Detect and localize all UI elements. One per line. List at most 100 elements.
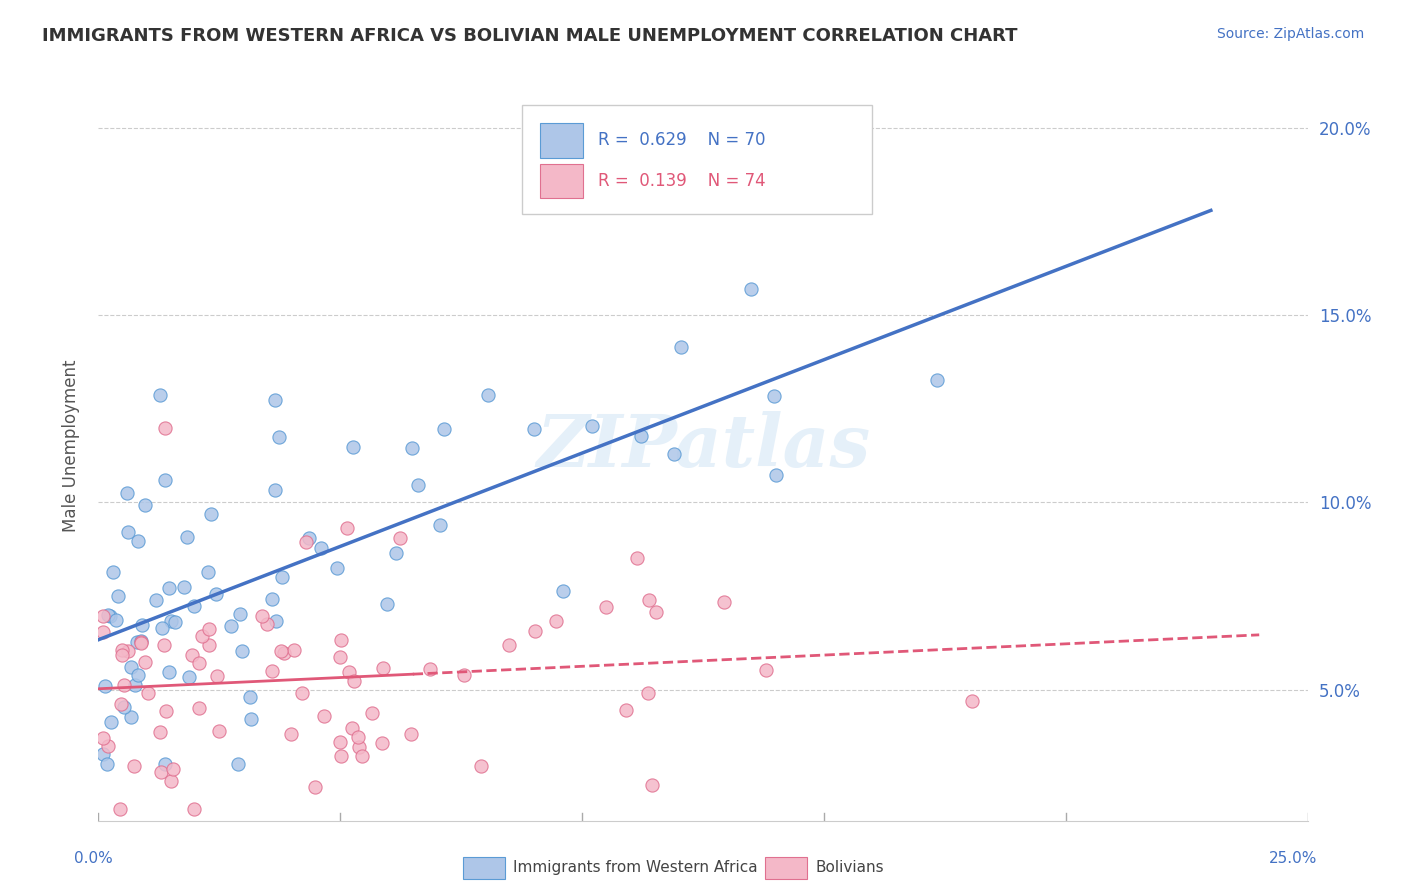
Point — [453, 668, 475, 682]
Point — [252, 609, 274, 624]
Point — [96, 757, 118, 772]
Point — [97, 739, 120, 754]
Point — [763, 389, 786, 403]
Text: Immigrants from Western Africa: Immigrants from Western Africa — [513, 860, 758, 874]
Point — [270, 570, 292, 584]
Point — [159, 614, 181, 628]
Point — [111, 643, 134, 657]
Point — [349, 739, 371, 754]
Point — [226, 757, 249, 772]
Point — [544, 615, 567, 629]
Point — [401, 441, 423, 455]
Point — [183, 802, 205, 816]
Point — [256, 616, 278, 631]
Point — [117, 486, 139, 500]
Point — [270, 643, 292, 657]
Point — [183, 599, 205, 613]
Point — [429, 517, 451, 532]
FancyBboxPatch shape — [540, 163, 583, 198]
Point — [187, 701, 209, 715]
Point — [120, 660, 142, 674]
Point — [155, 704, 177, 718]
Point — [498, 638, 520, 652]
Point — [283, 643, 305, 657]
Point — [97, 607, 120, 622]
Point — [107, 589, 129, 603]
Point — [205, 669, 228, 683]
Point — [127, 667, 149, 681]
Point — [105, 613, 128, 627]
Point — [280, 727, 302, 741]
Point — [120, 709, 142, 723]
Point — [157, 665, 180, 679]
Point — [295, 534, 318, 549]
Point — [110, 697, 132, 711]
Point — [239, 690, 262, 704]
Point — [371, 661, 394, 675]
Point — [264, 483, 287, 497]
Point — [122, 758, 145, 772]
Point — [231, 644, 253, 658]
Point — [91, 731, 114, 745]
Point — [155, 421, 177, 435]
Point — [229, 607, 252, 621]
Point — [240, 713, 263, 727]
Point — [131, 618, 153, 632]
Point — [290, 685, 312, 699]
Point — [205, 587, 228, 601]
Point — [551, 584, 574, 599]
Point — [197, 565, 219, 579]
Point — [129, 635, 152, 649]
Point — [361, 706, 384, 721]
Point — [645, 605, 668, 619]
Text: 0.0%: 0.0% — [75, 851, 112, 865]
Point — [342, 440, 364, 454]
Point — [264, 614, 287, 628]
Point — [960, 694, 983, 708]
Point — [765, 468, 787, 483]
Point — [173, 581, 195, 595]
Point — [208, 723, 231, 738]
Point — [340, 721, 363, 735]
Point — [630, 429, 652, 443]
Point — [350, 749, 373, 764]
Point — [925, 373, 948, 387]
Y-axis label: Male Unemployment: Male Unemployment — [62, 359, 80, 533]
Text: IMMIGRANTS FROM WESTERN AFRICA VS BOLIVIAN MALE UNEMPLOYMENT CORRELATION CHART: IMMIGRANTS FROM WESTERN AFRICA VS BOLIVI… — [42, 27, 1018, 45]
Point — [94, 679, 117, 693]
Text: R =  0.139    N = 74: R = 0.139 N = 74 — [598, 172, 765, 190]
Point — [329, 632, 352, 647]
Point — [176, 531, 198, 545]
Point — [260, 664, 283, 678]
Point — [198, 622, 221, 636]
Point — [371, 735, 394, 749]
Point — [273, 646, 295, 660]
Point — [375, 597, 398, 611]
Point — [641, 779, 664, 793]
Point — [614, 703, 637, 717]
Point — [269, 429, 291, 443]
Point — [433, 422, 456, 436]
Point — [337, 665, 360, 679]
Point — [91, 624, 114, 639]
Point — [159, 773, 181, 788]
Point — [149, 388, 172, 402]
Point — [637, 593, 659, 607]
Point — [112, 700, 135, 714]
Point — [153, 473, 176, 487]
FancyBboxPatch shape — [522, 105, 872, 214]
Point — [470, 758, 492, 772]
Point — [138, 686, 160, 700]
Point — [401, 727, 423, 741]
Point — [581, 418, 603, 433]
Point — [179, 670, 201, 684]
Point — [117, 525, 139, 540]
Text: 25.0%: 25.0% — [1268, 851, 1317, 865]
Text: R =  0.629    N = 70: R = 0.629 N = 70 — [598, 131, 765, 149]
Point — [155, 757, 177, 772]
Point — [346, 730, 368, 744]
Point — [406, 478, 429, 492]
Point — [162, 762, 184, 776]
Point — [129, 634, 152, 648]
Point — [523, 624, 546, 639]
